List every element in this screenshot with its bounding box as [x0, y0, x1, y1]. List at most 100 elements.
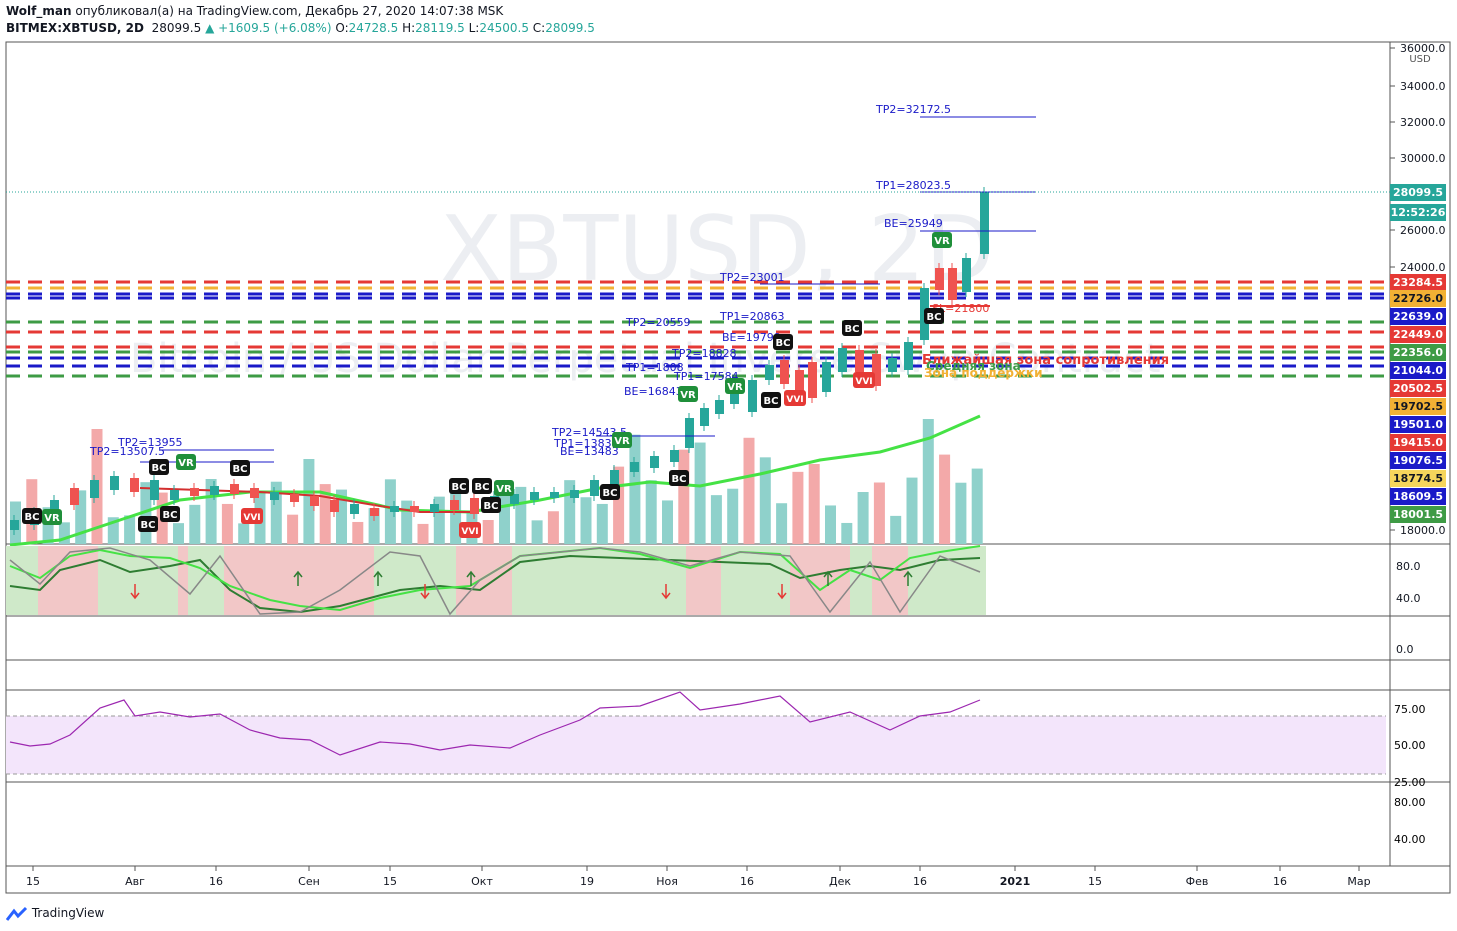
- price-label-box: [1390, 470, 1446, 487]
- rsi-line: [9, 691, 981, 756]
- price-tick-label: 26000.0: [1400, 224, 1446, 237]
- price-tick-label: 30000.0: [1400, 152, 1446, 165]
- volume-bar: [596, 503, 608, 544]
- bc-marker-text: BC: [484, 501, 499, 512]
- volume-bar: [433, 496, 445, 544]
- author-name[interactable]: Wolf_man: [6, 4, 72, 18]
- time-tick-label: 15: [26, 875, 40, 888]
- candle-body: [904, 342, 913, 370]
- level-lines: [6, 280, 1390, 378]
- volume-bar: [547, 511, 559, 544]
- volume-bar: [710, 495, 722, 544]
- bc-marker-text: BC: [603, 488, 618, 499]
- bc-marker-text: BC: [475, 482, 490, 493]
- candle-body: [130, 478, 139, 492]
- price-label-box: [1390, 434, 1446, 451]
- price-label-box: [1390, 326, 1446, 343]
- tp2-top-label: TP2=32172.5: [875, 103, 951, 116]
- tp1-17584-label: TP1=17584: [673, 370, 739, 383]
- vvi-marker-text: VVI: [786, 395, 803, 405]
- open-label: O:: [335, 21, 349, 35]
- zone-support-label: Зона поддержки: [924, 366, 1042, 380]
- currency-label[interactable]: USD: [1409, 54, 1431, 65]
- price-label-text: 22356.0: [1393, 346, 1443, 359]
- be-13483-label: BE=13483: [560, 445, 619, 458]
- osc-tick-0: 0.0: [1396, 643, 1414, 656]
- time-axis[interactable]: 15 Авг 16 Сен 15 Окт 19 Ноя 16 Дек 16 2021 15 Фев 16 Ма…: [26, 866, 1371, 888]
- candle-body: [90, 480, 99, 498]
- candle-body: [410, 506, 419, 512]
- high-value: 28119.5: [415, 21, 465, 35]
- volume-bar: [75, 490, 87, 544]
- volume-bar: [939, 454, 951, 544]
- volume-bar: [287, 514, 299, 544]
- buy-arrow-head: [293, 570, 303, 578]
- volume-bar: [825, 505, 836, 544]
- time-tick-label: 15: [1088, 875, 1102, 888]
- watermark-symbol: XBTUSD, 2D: [440, 197, 994, 302]
- candle-body: [430, 504, 439, 512]
- price-label-text: 28099.5: [1393, 186, 1443, 199]
- bc-marker: [924, 308, 944, 324]
- volume-bar: [743, 437, 755, 544]
- volume-bar: [319, 484, 331, 544]
- price-label-text: 19415.0: [1393, 436, 1443, 449]
- vr-marker: [176, 454, 196, 470]
- tradingview-footer[interactable]: TradingView: [6, 903, 206, 923]
- volume-bar: [857, 492, 869, 544]
- time-tick-label: Фев: [1186, 875, 1209, 888]
- candle-body: [570, 490, 579, 498]
- candle-body: [650, 456, 659, 468]
- volume-bar: [841, 522, 853, 544]
- candle-body: [935, 268, 944, 290]
- price-tick-label: 24000.0: [1400, 261, 1446, 274]
- time-tick-label: Сен: [298, 875, 320, 888]
- volume-bar: [792, 471, 804, 544]
- vr-marker-text: VR: [496, 484, 512, 495]
- price-label-box: [1390, 362, 1446, 379]
- osc-bg-bearish: [686, 546, 721, 615]
- candle-body: [270, 492, 279, 500]
- price-change: ▲ +1609.5 (+6.08%): [205, 21, 332, 35]
- candle-body: [980, 192, 989, 254]
- symbol-label: BITMEX:XBTUSD, 2D: [6, 21, 144, 35]
- time-tick-label: 16: [740, 875, 754, 888]
- candle-body: [330, 500, 339, 512]
- volume-bar: [955, 482, 967, 544]
- price-label-box: [1390, 274, 1446, 291]
- bc-marker-text: BC: [845, 324, 860, 335]
- volume-bar: [401, 500, 413, 544]
- candle-body: [948, 268, 957, 300]
- volume-bar: [873, 482, 885, 544]
- price-label-box: [1390, 184, 1446, 201]
- bc-marker-text: BC: [152, 463, 167, 474]
- candle-body: [700, 408, 709, 426]
- volume-bar: [613, 466, 625, 544]
- chart-frame: [5, 41, 1451, 894]
- candlesticks: [10, 187, 989, 535]
- low-value: 24500.5: [479, 21, 529, 35]
- signal-markers: BC BC BC BC BC BC BC BC BC BC BC BC BC BC VR VR VR VR VR VR…: [22, 232, 952, 538]
- volume-bar: [694, 442, 706, 544]
- price-axis-labels: 28099.5 12:52:26 23284.5 22726.0 22639.0 2244…: [1390, 184, 1446, 523]
- tradingview-logo-icon: [6, 906, 28, 921]
- volume-bar: [173, 523, 184, 544]
- price-label-box: [1390, 416, 1446, 433]
- candle-body: [715, 400, 724, 414]
- tp2-13955-label: TP2=13955: [117, 436, 183, 449]
- volume-bar: [971, 468, 983, 544]
- volume-bar: [368, 508, 380, 544]
- ma-green-line: [9, 414, 981, 547]
- volume-bar: [238, 523, 250, 544]
- bc-marker-text: BC: [776, 338, 791, 349]
- vr-marker-text: VR: [44, 513, 60, 524]
- tp1-top-label: TP1=28023.5: [875, 179, 951, 192]
- volume-bar: [515, 486, 527, 544]
- close-label: C:: [532, 21, 546, 35]
- volume-bar: [124, 515, 136, 544]
- sell-arrow-head: [777, 592, 787, 600]
- volume-bar: [205, 479, 217, 544]
- candle-body: [370, 508, 379, 516]
- candle-body: [230, 484, 239, 494]
